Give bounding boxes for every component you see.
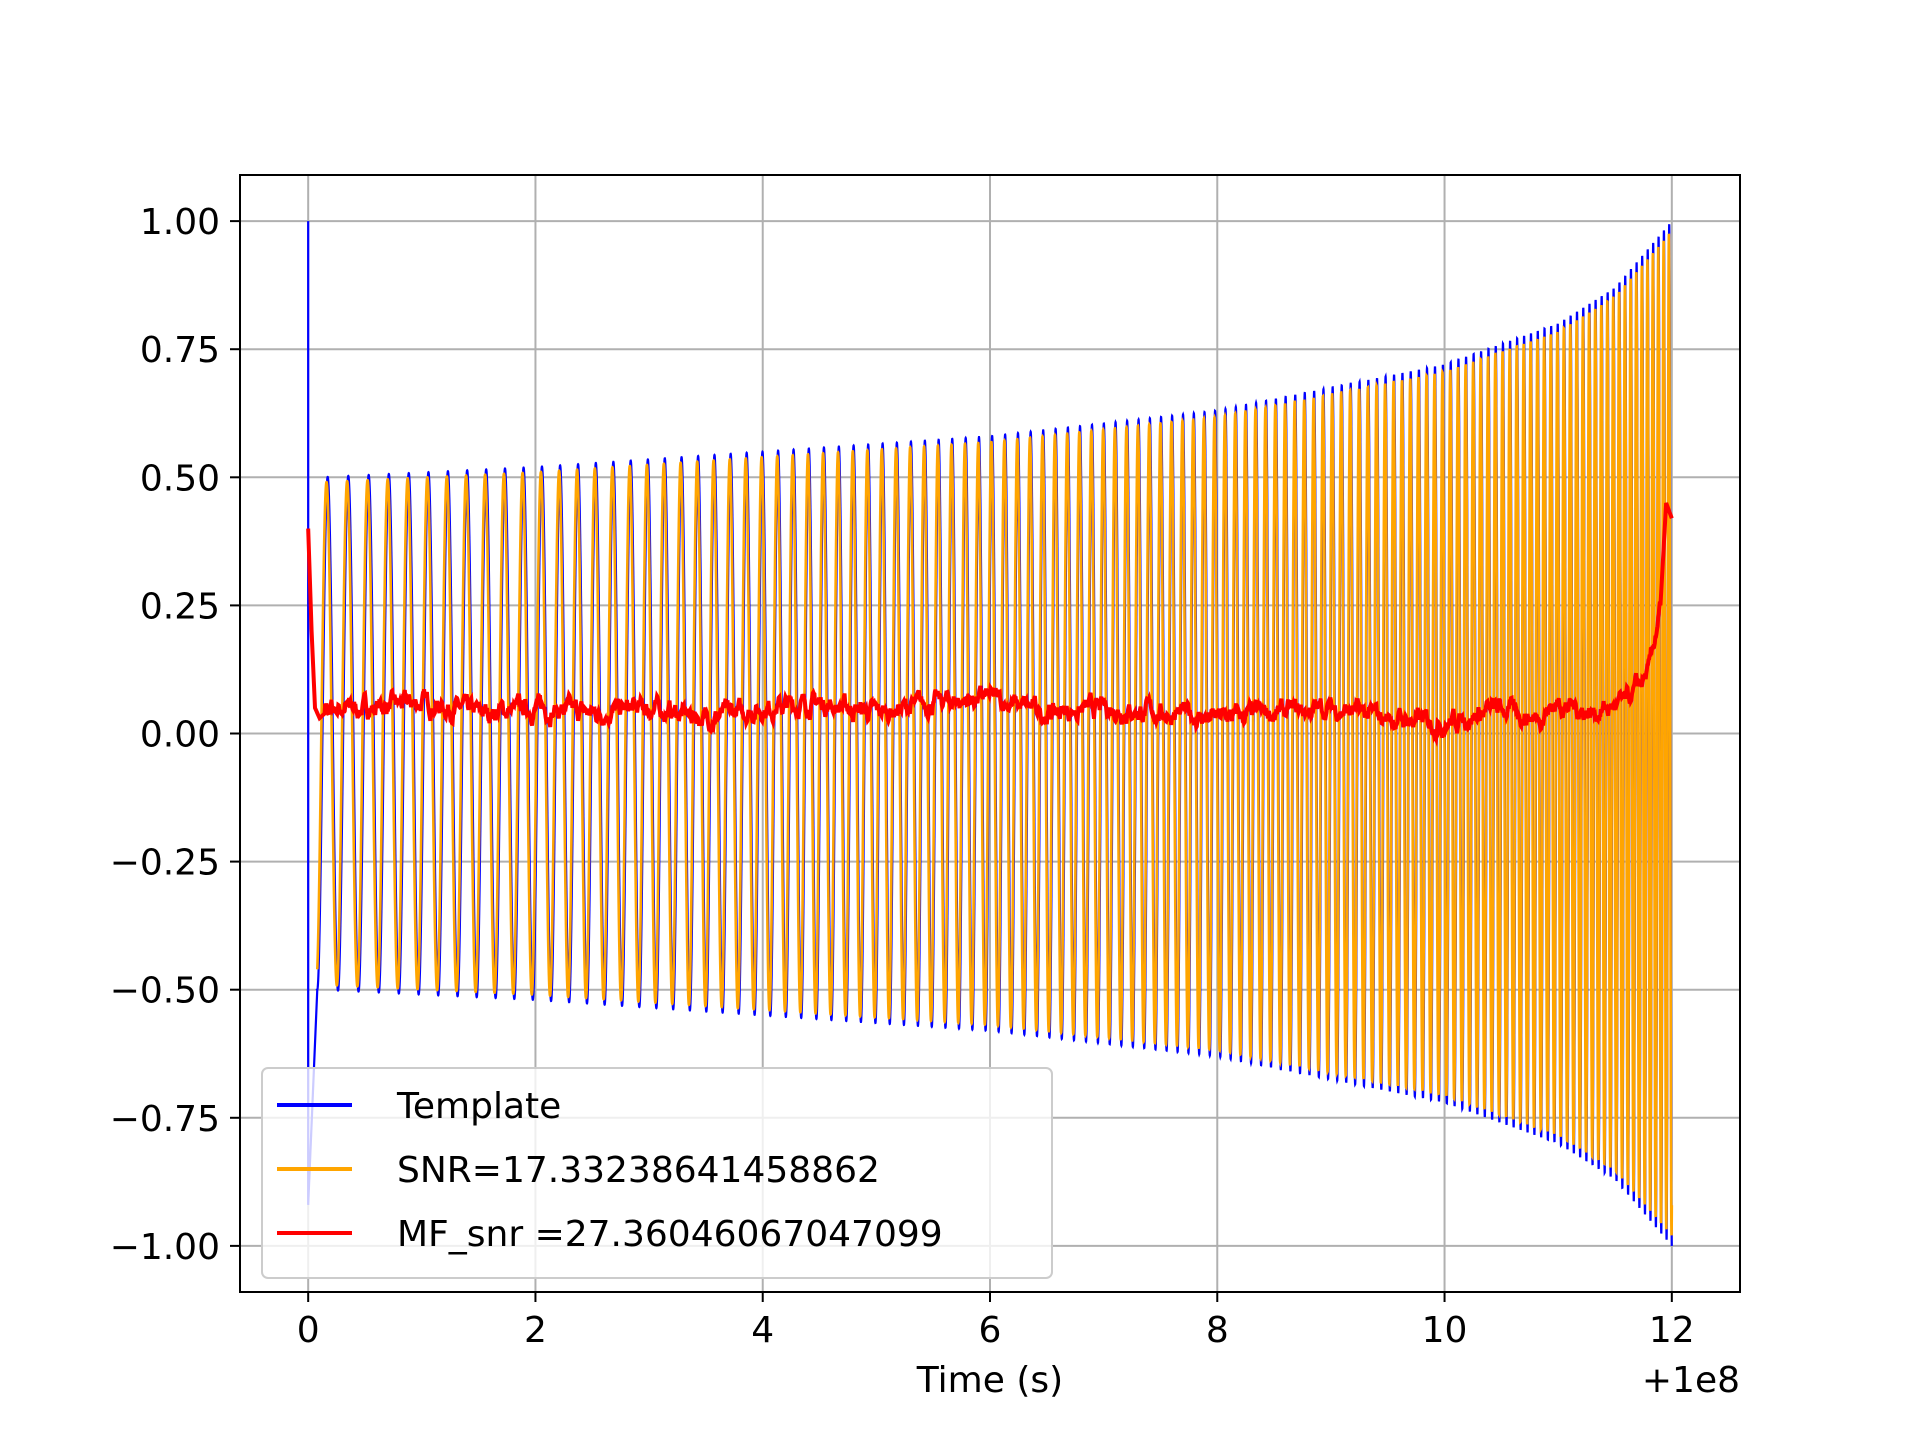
series-line-snr <box>315 233 1674 1236</box>
x-tick-label: 10 <box>1422 1310 1468 1351</box>
y-tick-label: 0.25 <box>140 586 220 627</box>
x-tick-label: 0 <box>297 1310 320 1351</box>
x-tick-label: 4 <box>751 1310 774 1351</box>
legend-label: MF_snr =27.36046067047099 <box>397 1214 943 1255</box>
y-tick-label: 0.75 <box>140 330 220 371</box>
y-tick-label: 0.00 <box>140 715 220 756</box>
legend-label: SNR=17.33238641458862 <box>397 1150 880 1191</box>
x-axis-ticks: 0 2 4 6 8 10 12 <box>297 1292 1695 1351</box>
x-tick-label: 12 <box>1649 1310 1695 1351</box>
series-line-mf-snr <box>306 502 1674 747</box>
x-axis-label: Time (s) <box>916 1360 1063 1401</box>
y-tick-label: 1.00 <box>140 202 220 243</box>
y-tick-label: −0.75 <box>110 1099 220 1140</box>
legend-label: Template <box>396 1086 561 1127</box>
x-tick-label: 8 <box>1206 1310 1229 1351</box>
y-axis-ticks: 1.00 0.75 0.50 0.25 0.00 −0.25 −0.50 −0.75 −1.00 <box>110 202 240 1268</box>
x-tick-label: 6 <box>979 1310 1002 1351</box>
x-tick-label: 2 <box>524 1310 547 1351</box>
legend: Template SNR=17.33238641458862 MF_snr =27.… <box>261 1067 1053 1279</box>
y-tick-label: −0.50 <box>110 971 220 1012</box>
y-tick-label: 0.50 <box>140 458 220 499</box>
x-axis-offset-label: +1e8 <box>1642 1360 1740 1401</box>
legend-box <box>261 1067 1053 1279</box>
y-tick-label: −0.25 <box>110 843 220 884</box>
y-tick-label: −1.00 <box>110 1227 220 1268</box>
plot-area <box>306 221 1674 1246</box>
